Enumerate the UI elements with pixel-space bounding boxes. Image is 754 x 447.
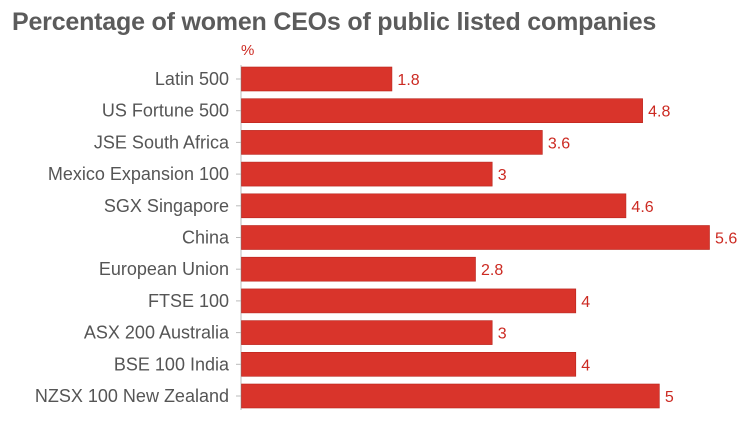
category-label: ASX 200 Australia: [84, 323, 230, 343]
bar: [241, 193, 627, 219]
category-label: NZSX 100 New Zealand: [35, 386, 229, 406]
bars-group: Latin 500 1.8 US Fortune 500 4.8 JSE South A…: [35, 66, 737, 409]
value-label: 3: [498, 326, 507, 343]
category-label: JSE South Africa: [94, 132, 230, 152]
category-label: SGX Singapore: [104, 196, 229, 216]
category-label: Mexico Expansion 100: [48, 164, 229, 184]
value-label: 1.8: [397, 72, 419, 89]
bar: [241, 66, 393, 92]
value-label: 4: [581, 357, 590, 374]
bar: [241, 256, 476, 282]
bar: [241, 383, 660, 409]
category-label: FTSE 100: [148, 291, 229, 311]
bar: [241, 98, 643, 123]
bar: [241, 351, 577, 377]
category-label: European Union: [99, 259, 229, 279]
category-label: Latin 500: [155, 69, 229, 89]
value-label: 5.6: [715, 231, 737, 248]
value-label: 4.6: [631, 199, 653, 216]
bar: [241, 225, 710, 250]
bar: [241, 130, 543, 155]
value-label: 2.8: [481, 262, 503, 279]
value-label: 4: [581, 294, 590, 311]
category-label: US Fortune 500: [102, 101, 229, 121]
unit-label: %: [241, 42, 254, 59]
chart-title: Percentage of women CEOs of public liste…: [12, 8, 657, 36]
bar: [241, 320, 493, 345]
bar: [241, 288, 577, 314]
category-label: BSE 100 India: [114, 354, 230, 374]
value-label: 3.6: [548, 135, 570, 152]
value-label: 5: [665, 389, 674, 406]
category-label: China: [182, 228, 230, 248]
bar: [241, 161, 493, 187]
value-label: 3: [498, 167, 507, 184]
value-label: 4.8: [648, 104, 670, 121]
